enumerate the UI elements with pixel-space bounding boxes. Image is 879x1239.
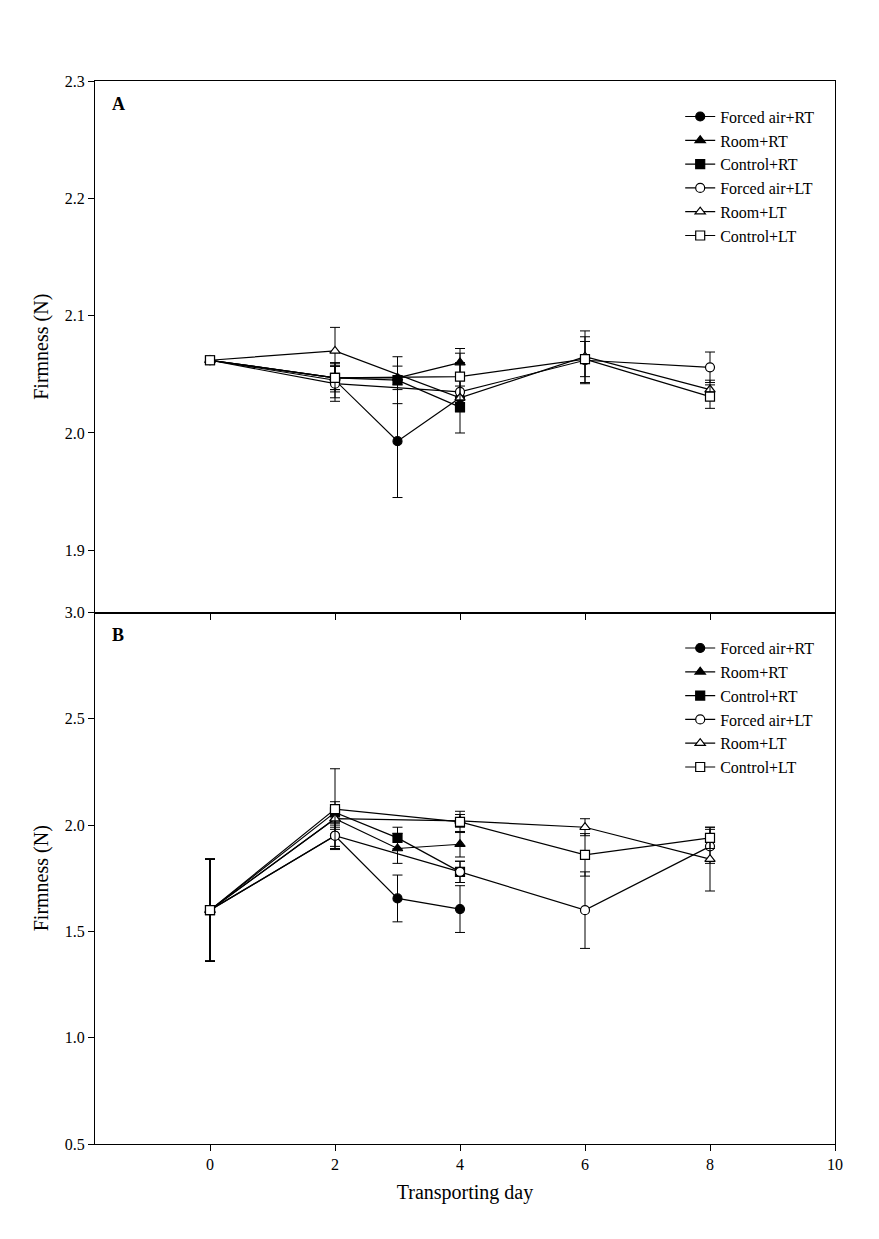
svg-text:2.0: 2.0 [65,425,85,442]
svg-text:2.0: 2.0 [65,817,85,834]
svg-text:2.1: 2.1 [65,307,85,324]
svg-text:3.0: 3.0 [65,604,85,621]
svg-text:Transporting day: Transporting day [397,1181,533,1204]
svg-text:Firmness (N): Firmness (N) [30,294,53,400]
svg-text:Control+LT: Control+LT [720,759,796,776]
svg-text:0: 0 [206,1156,214,1173]
svg-text:Room+LT: Room+LT [720,204,786,221]
svg-text:Room+LT: Room+LT [720,735,786,752]
svg-text:8: 8 [706,1156,714,1173]
svg-text:1.5: 1.5 [65,923,85,940]
svg-text:A: A [112,94,125,114]
svg-text:2.5: 2.5 [65,710,85,727]
svg-text:2.2: 2.2 [65,190,85,207]
svg-text:Firmness (N): Firmness (N) [30,825,53,931]
svg-text:10: 10 [827,1156,843,1173]
svg-text:Room+RT: Room+RT [720,133,788,150]
svg-text:Room+RT: Room+RT [720,664,788,681]
svg-text:4: 4 [456,1156,464,1173]
svg-text:Forced air+RT: Forced air+RT [720,640,814,657]
svg-text:6: 6 [581,1156,589,1173]
svg-text:0.5: 0.5 [65,1136,85,1153]
svg-text:1.0: 1.0 [65,1029,85,1046]
svg-text:2.3: 2.3 [65,73,85,90]
svg-text:Control+LT: Control+LT [720,228,796,245]
svg-text:Control+RT: Control+RT [720,156,798,173]
svg-text:Control+RT: Control+RT [720,688,798,705]
svg-text:1.9: 1.9 [65,542,85,559]
svg-text:Forced air+LT: Forced air+LT [720,712,813,729]
svg-text:B: B [112,625,124,645]
svg-text:Forced air+RT: Forced air+RT [720,109,814,126]
svg-text:2: 2 [331,1156,339,1173]
svg-text:Forced air+LT: Forced air+LT [720,180,813,197]
